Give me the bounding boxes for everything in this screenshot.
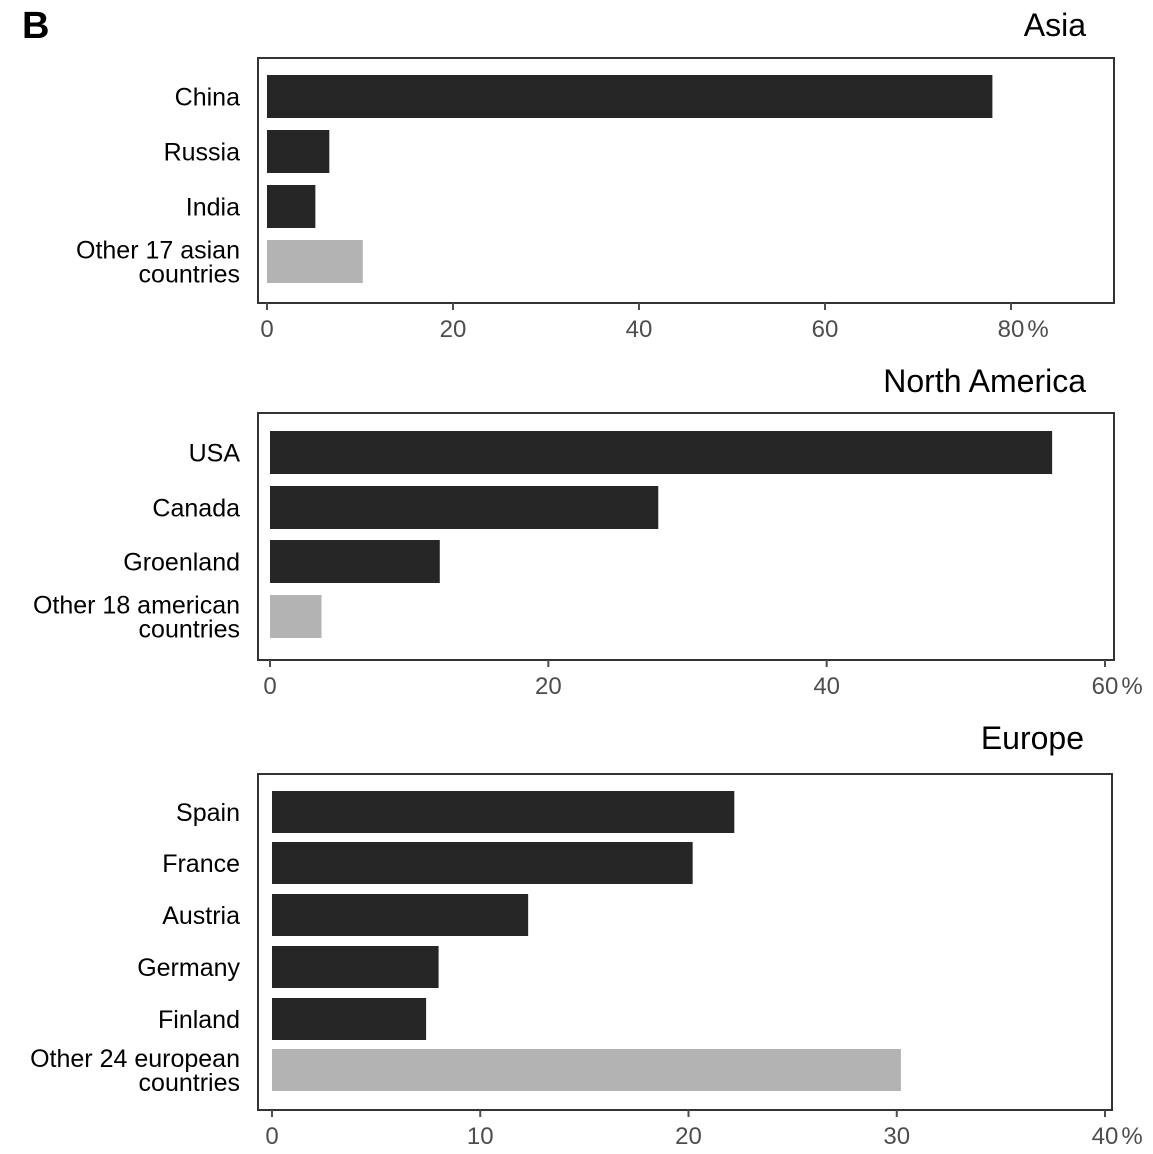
bar [267, 185, 316, 228]
category-label: Canada [152, 495, 240, 523]
x-unit-label: % [1027, 316, 1048, 343]
category-label-line: India [186, 194, 240, 222]
category-label: India [186, 194, 240, 222]
category-label: China [175, 84, 240, 112]
category-label: USA [189, 440, 241, 468]
chart-title: Asia [1024, 7, 1086, 43]
x-tick-label: 40 [813, 673, 840, 700]
plot-frame [257, 773, 1113, 1111]
panel-letter: B [22, 5, 49, 47]
category-label: Groenland [123, 549, 240, 577]
x-unit-label: % [1121, 673, 1142, 700]
x-tick-label: 10 [467, 1123, 494, 1150]
category-label-line: France [162, 850, 240, 878]
bar [272, 842, 693, 884]
category-label-line: Austria [162, 902, 240, 930]
x-tick-label: 0 [260, 316, 273, 343]
category-label-line: Russia [164, 139, 241, 167]
category-label: Finland [158, 1006, 240, 1034]
bar [270, 595, 322, 638]
chart-title: Europe [981, 720, 1084, 756]
category-label: Other 18 american countries [33, 592, 240, 644]
x-tick-label: 20 [440, 316, 467, 343]
bar [267, 240, 363, 283]
x-tick-label: 80 [998, 316, 1025, 343]
category-label-line: Other 24 european [30, 1045, 240, 1073]
category-label-line: Finland [158, 1006, 240, 1034]
category-label-line: Groenland [123, 549, 240, 577]
bar [272, 1049, 901, 1091]
category-label: Germany [137, 954, 240, 982]
x-tick-label: 0 [265, 1123, 278, 1150]
x-tick-label: 0 [263, 673, 276, 700]
category-label: France [162, 850, 240, 878]
category-label-line: countries [139, 616, 240, 644]
x-tick-label: 40 [1092, 1123, 1119, 1150]
bar [267, 130, 330, 173]
x-unit-label: % [1121, 1123, 1142, 1150]
bar [272, 998, 427, 1040]
x-tick-label: 60 [812, 316, 839, 343]
x-tick-label: 40 [626, 316, 653, 343]
chart-title: North America [883, 363, 1086, 399]
category-label-line: Germany [137, 954, 240, 982]
bar [272, 894, 529, 936]
chart-panel-north-america: North America USA Canada Groenland Other 18 … [33, 363, 1143, 700]
bar [272, 946, 439, 988]
category-label-line: China [175, 84, 240, 112]
category-label-line: Other 17 asian [76, 237, 240, 265]
category-label: Other 17 asian countries [76, 237, 240, 289]
category-label: Austria [162, 902, 240, 930]
plot-frame [257, 412, 1115, 661]
category-label: Other 24 european countries [30, 1045, 240, 1097]
bar [270, 431, 1053, 474]
category-label-line: Spain [176, 799, 240, 827]
category-label-line: Other 18 american [33, 592, 240, 620]
x-tick-label: 20 [675, 1123, 702, 1150]
category-label-line: countries [139, 1069, 240, 1097]
bar [267, 75, 993, 118]
bar [272, 791, 735, 833]
x-tick-label: 20 [535, 673, 562, 700]
chart-panel-asia: Asia China Russia India Other 17 asian countr… [76, 7, 1115, 343]
bar [270, 540, 440, 583]
category-label-line: USA [189, 440, 241, 468]
category-label: Spain [176, 799, 240, 827]
category-label-line: countries [139, 261, 240, 289]
plot-frame [257, 57, 1115, 304]
x-tick-label: 30 [883, 1123, 910, 1150]
category-label: Russia [164, 139, 241, 167]
chart-panel-europe: Europe Spain France Austria Germany Finland Ot… [30, 720, 1143, 1150]
bar [270, 486, 659, 529]
category-label-line: Canada [152, 495, 240, 523]
x-tick-label: 60 [1092, 673, 1119, 700]
